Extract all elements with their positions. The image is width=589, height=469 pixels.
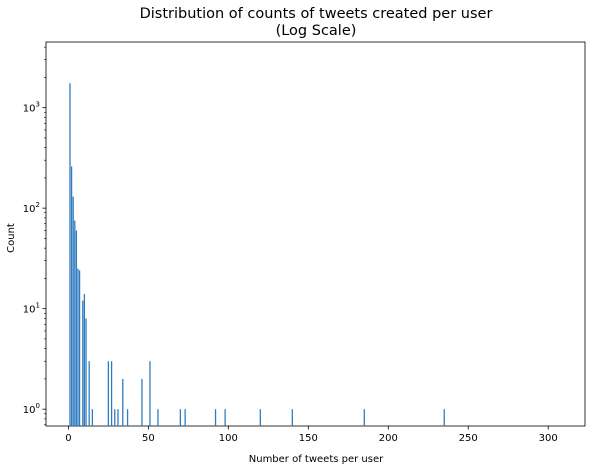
bar-21 — [179, 409, 181, 426]
x-tick-label-6: 300 — [539, 433, 558, 444]
bar-5 — [77, 268, 79, 426]
plot-frame — [45, 41, 586, 427]
bar-18 — [141, 378, 143, 426]
y-tick-label-3: 103 — [23, 101, 40, 115]
y-tick-label-1: 101 — [23, 302, 40, 316]
bar-17 — [126, 409, 129, 426]
x-tick-label-0: 0 — [65, 433, 71, 444]
bar-6 — [78, 270, 81, 426]
bar-13 — [110, 361, 113, 426]
bar-27 — [363, 409, 365, 426]
plot-area: 0 50 100 150 200 250 300 100 101 102 103 — [23, 41, 586, 444]
bar-15 — [117, 409, 119, 426]
bar-23 — [214, 409, 217, 426]
bar-1 — [70, 166, 73, 426]
bar-0 — [69, 83, 71, 426]
bar-25 — [259, 409, 261, 426]
bar-19 — [149, 361, 151, 426]
x-axis-label: Number of tweets per user — [249, 454, 384, 465]
bar-14 — [114, 409, 116, 426]
bar-22 — [184, 409, 186, 426]
bar-26 — [291, 409, 293, 426]
x-tick-label-3: 150 — [299, 433, 318, 444]
bar-16 — [122, 378, 124, 426]
x-tick-label-2: 100 — [219, 433, 238, 444]
bar-2 — [72, 196, 74, 426]
x-tick-label-1: 50 — [142, 433, 155, 444]
y-tick-label-2: 102 — [23, 201, 40, 215]
bar-10 — [88, 361, 90, 426]
bar-4 — [75, 230, 78, 426]
chart-title-line-1: Distribution of counts of tweets created… — [140, 6, 493, 22]
bar-11 — [91, 409, 94, 426]
bar-20 — [157, 409, 159, 426]
bar-8 — [83, 293, 86, 426]
bar-7 — [82, 300, 84, 426]
bar-24 — [224, 409, 226, 426]
chart-title-line-2: (Log Scale) — [276, 23, 357, 39]
bar-3 — [74, 220, 76, 426]
bar-12 — [107, 361, 110, 426]
y-axis-label: Count — [6, 223, 17, 253]
bar-28 — [443, 409, 445, 426]
y-tick-label-0: 100 — [23, 402, 40, 416]
x-tick-label-5: 250 — [459, 433, 478, 444]
x-tick-label-4: 200 — [379, 433, 398, 444]
bar-9 — [85, 318, 87, 426]
